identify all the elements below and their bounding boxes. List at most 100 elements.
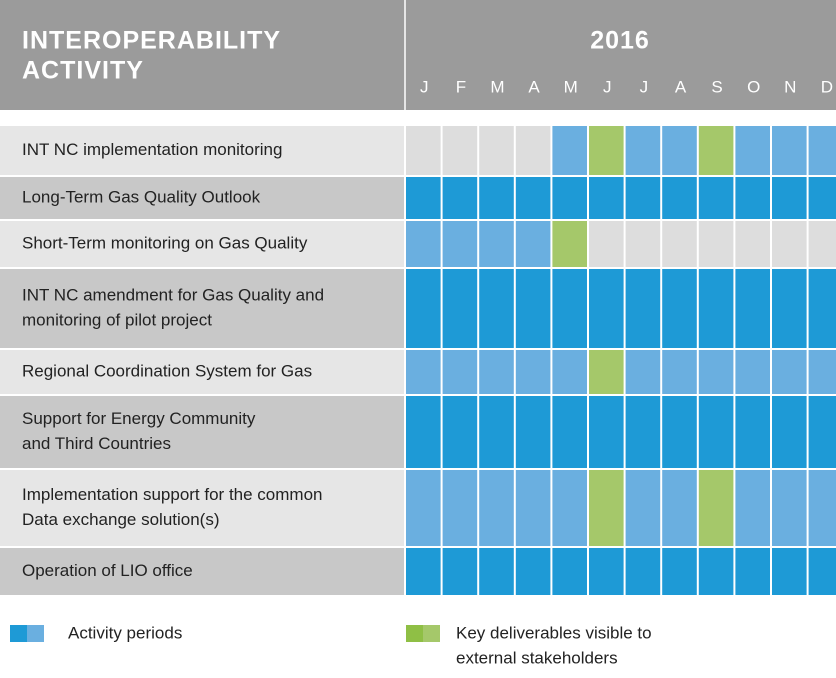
timeline-cell xyxy=(552,470,587,546)
header-title: ACTIVITY xyxy=(22,57,144,85)
month-label: A xyxy=(675,77,687,96)
timeline-cell xyxy=(698,470,734,546)
timeline-cell xyxy=(589,269,624,348)
row-label-background xyxy=(0,269,404,348)
timeline-cell xyxy=(552,269,587,348)
timeline-cell xyxy=(808,221,836,267)
timeline-cell xyxy=(515,126,551,175)
timeline-cell xyxy=(735,396,770,468)
legend-label: Activity periods xyxy=(68,623,182,642)
timeline-cell xyxy=(662,126,697,175)
timeline-cell xyxy=(442,548,478,595)
timeline-cell xyxy=(552,350,587,394)
timeline-cell xyxy=(515,470,551,546)
month-label: N xyxy=(784,77,796,96)
row-label: Support for Energy Community xyxy=(22,409,256,428)
month-label: J xyxy=(420,77,429,96)
timeline-cell xyxy=(662,548,697,595)
timeline-cell xyxy=(772,470,807,546)
row-label-background xyxy=(0,177,404,219)
timeline-cell xyxy=(735,470,770,546)
row-label: Data exchange solution(s) xyxy=(22,510,220,529)
timeline-cell xyxy=(479,221,514,267)
timeline-cell xyxy=(406,269,441,348)
timeline-cell xyxy=(735,548,770,595)
timeline-cell xyxy=(442,470,478,546)
month-label: M xyxy=(564,77,578,96)
timeline-cell xyxy=(406,221,441,267)
legend-swatch xyxy=(10,625,27,642)
timeline-cell xyxy=(479,177,514,219)
timeline-cell xyxy=(479,269,514,348)
timeline-cell xyxy=(625,548,661,595)
timeline-cell xyxy=(772,548,807,595)
timeline-cell xyxy=(406,396,441,468)
timeline-cell xyxy=(625,396,661,468)
timeline-cell xyxy=(515,269,551,348)
month-label: M xyxy=(490,77,504,96)
timeline-cell xyxy=(662,221,697,267)
timeline-cell xyxy=(735,350,770,394)
timeline-cell xyxy=(625,177,661,219)
row-label: Implementation support for the common xyxy=(22,485,322,504)
row-label: Long-Term Gas Quality Outlook xyxy=(22,187,261,206)
timeline-cell xyxy=(589,126,624,175)
timeline-cell xyxy=(808,126,836,175)
row-label: Short-Term monitoring on Gas Quality xyxy=(22,233,308,252)
timeline-cell xyxy=(625,470,661,546)
month-label: A xyxy=(528,77,540,96)
month-label: J xyxy=(640,77,649,96)
legend-label: external stakeholders xyxy=(456,648,618,667)
timeline-cell xyxy=(808,177,836,219)
row-label: INT NC implementation monitoring xyxy=(22,140,282,159)
timeline-cell xyxy=(479,470,514,546)
timeline-cell xyxy=(772,350,807,394)
timeline-cell xyxy=(479,126,514,175)
timeline-cell xyxy=(552,221,587,267)
timeline-cell xyxy=(735,126,770,175)
row-label: Operation of LIO office xyxy=(22,561,193,580)
timeline-cell xyxy=(442,221,478,267)
header-title: INTEROPERABILITY xyxy=(22,27,281,55)
timeline-cell xyxy=(552,396,587,468)
timeline-cell xyxy=(406,177,441,219)
timeline-cell xyxy=(772,126,807,175)
row-label-background xyxy=(0,126,404,175)
timeline-cell xyxy=(515,396,551,468)
timeline-cell xyxy=(662,269,697,348)
timeline-cell xyxy=(662,470,697,546)
timeline-cell xyxy=(552,548,587,595)
timeline-cell xyxy=(735,177,770,219)
legend-swatch xyxy=(27,625,44,642)
timeline-cell xyxy=(589,470,624,546)
timeline-cell xyxy=(698,126,734,175)
timeline-cell xyxy=(808,470,836,546)
legend-label: Key deliverables visible to xyxy=(456,623,652,642)
timeline-cell xyxy=(808,269,836,348)
timeline-cell xyxy=(625,126,661,175)
timeline-cell xyxy=(662,177,697,219)
timeline-cell xyxy=(515,221,551,267)
timeline-cell xyxy=(735,221,770,267)
timeline-cell xyxy=(406,470,441,546)
timeline-cell xyxy=(589,177,624,219)
timeline-cell xyxy=(698,221,734,267)
timeline-cell xyxy=(589,221,624,267)
month-label: F xyxy=(456,77,466,96)
row-label-background xyxy=(0,221,404,267)
timeline-cell xyxy=(515,548,551,595)
row-label-background xyxy=(0,396,404,468)
month-label: O xyxy=(747,77,760,96)
timeline-cell xyxy=(515,177,551,219)
timeline-cell xyxy=(406,350,441,394)
timeline-cell xyxy=(442,396,478,468)
timeline-cell xyxy=(772,177,807,219)
timeline-cell xyxy=(589,350,624,394)
timeline-cell xyxy=(552,126,587,175)
row-label: monitoring of pilot project xyxy=(22,310,212,329)
timeline-cell xyxy=(808,396,836,468)
timeline-cell xyxy=(662,396,697,468)
legend-swatch xyxy=(406,625,423,642)
row-label: and Third Countries xyxy=(22,434,171,453)
timeline-cell xyxy=(552,177,587,219)
